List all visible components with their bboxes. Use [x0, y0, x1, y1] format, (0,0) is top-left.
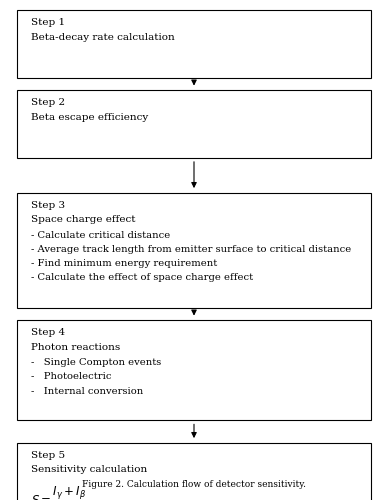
Bar [17, 192, 371, 308]
Text: Step 1: Step 1 [31, 18, 65, 27]
Text: Photon reactions: Photon reactions [31, 343, 120, 352]
Text: Sensitivity calculation: Sensitivity calculation [31, 466, 147, 474]
Text: - Calculate critical distance: - Calculate critical distance [31, 230, 170, 239]
Text: -   Single Compton events: - Single Compton events [31, 358, 161, 367]
Text: - Average track length from emitter surface to critical distance: - Average track length from emitter surf… [31, 245, 351, 254]
Text: - Find minimum energy requirement: - Find minimum energy requirement [31, 259, 217, 268]
Text: -   Internal conversion: - Internal conversion [31, 386, 143, 396]
Text: Space charge effect: Space charge effect [31, 216, 135, 224]
Text: Step 4: Step 4 [31, 328, 65, 337]
Text: -   Photoelectric: - Photoelectric [31, 372, 111, 382]
Text: $S = \dfrac{I_{\gamma}+I_{\beta}}{\Phi}$: $S = \dfrac{I_{\gamma}+I_{\beta}}{\Phi}$ [31, 484, 87, 500]
Text: Beta-decay rate calculation: Beta-decay rate calculation [31, 33, 175, 42]
Bar [17, 10, 371, 78]
Text: Figure 2. Calculation flow of detector sensitivity.: Figure 2. Calculation flow of detector s… [82, 480, 306, 489]
Text: - Calculate the effect of space charge effect: - Calculate the effect of space charge e… [31, 273, 253, 282]
Text: Step 3: Step 3 [31, 200, 65, 209]
Text: Step 5: Step 5 [31, 450, 65, 460]
Bar [17, 90, 371, 158]
Text: Step 2: Step 2 [31, 98, 65, 107]
Text: Beta escape efficiency: Beta escape efficiency [31, 113, 148, 122]
Bar [17, 442, 371, 500]
Bar [17, 320, 371, 420]
